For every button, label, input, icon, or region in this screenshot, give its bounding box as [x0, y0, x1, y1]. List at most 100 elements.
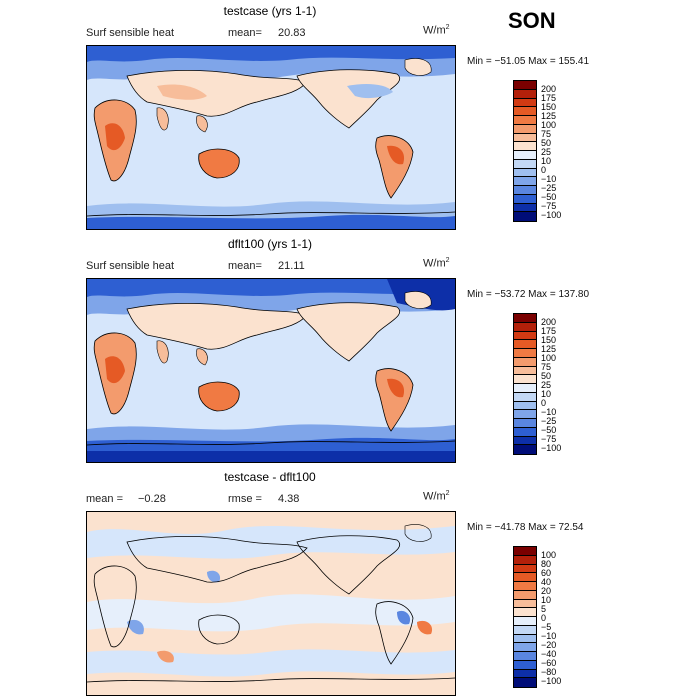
colorbar-tick-label: 5 [541, 604, 547, 614]
colorbar-swatch [514, 660, 536, 670]
colorbar-tick-label: −40 [541, 649, 557, 659]
colorbar-tick-label: −50 [541, 192, 557, 202]
panel3-mean-label: mean = [86, 493, 123, 505]
colorbar-swatch [514, 314, 536, 323]
colorbar-swatch [514, 547, 536, 556]
colorbar-tick-label: −20 [541, 640, 557, 650]
colorbar-tick-label: 0 [541, 398, 547, 408]
colorbar-swatch [514, 322, 536, 332]
colorbar-swatch [514, 590, 536, 600]
panel1-field-label: Surf sensible heat [86, 27, 175, 39]
colorbar-swatch [514, 384, 536, 393]
colorbar-swatch [514, 151, 536, 160]
colorbar-swatch [514, 168, 536, 178]
colorbar-tick-label: 60 [541, 568, 552, 578]
colorbar-swatch [514, 599, 536, 609]
panel3-map [86, 511, 456, 696]
colorbar-tick-label: 125 [541, 344, 557, 354]
colorbar-tick-label: 200 [541, 84, 557, 94]
colorbar-tick-label: −60 [541, 658, 557, 668]
colorbar-swatch [514, 81, 536, 90]
panel2-field-label: Surf sensible heat [86, 260, 175, 272]
colorbar-swatch [514, 445, 536, 454]
colorbar-tick-label: 125 [541, 111, 557, 121]
colorbar-tick-label: −100 [541, 676, 562, 686]
colorbar-swatch [514, 142, 536, 151]
colorbar-tick-label: 100 [541, 550, 557, 560]
colorbar-tick-label: 150 [541, 102, 557, 112]
colorbar-swatch [514, 582, 536, 591]
colorbar-tick-label: 10 [541, 595, 552, 605]
panel2-title: dflt100 (yrs 1-1) [227, 237, 313, 251]
colorbar-tick-label: 50 [541, 371, 552, 381]
panel3-colorbar [513, 546, 537, 688]
colorbar-tick-label: 10 [541, 156, 552, 166]
colorbar-tick-label: 75 [541, 129, 552, 139]
colorbar-swatch [514, 419, 536, 428]
season-label: SON [508, 8, 556, 33]
panel1-minmax: Min = −51.05 Max = 155.41 [467, 56, 590, 67]
colorbar-tick-label: −25 [541, 416, 557, 426]
colorbar-tick-label: 25 [541, 147, 552, 157]
colorbar-swatch [514, 608, 536, 617]
colorbar-swatch [514, 643, 536, 652]
colorbar-swatch [514, 159, 536, 169]
colorbar-swatch [514, 194, 536, 204]
panel3-mean-value: −0.28 [138, 493, 166, 505]
colorbar-swatch [514, 98, 536, 108]
colorbar-tick-label: −100 [541, 210, 562, 220]
colorbar-swatch [514, 617, 536, 626]
panel2-mean-label: mean= [228, 260, 262, 272]
panel1-colorbar-labels: 200 175 150 125 100 75 50 25 10 0 −10 −25 −50 −75 −100 [541, 85, 561, 220]
colorbar-swatch [514, 436, 536, 446]
colorbar-tick-label: 75 [541, 362, 552, 372]
colorbar-tick-label: 50 [541, 138, 552, 148]
colorbar-swatch [514, 349, 536, 358]
colorbar-tick-label: 25 [541, 380, 552, 390]
panel3-colorbar-swatches [513, 546, 537, 688]
colorbar-tick-label: 80 [541, 559, 552, 569]
colorbar-swatch [514, 340, 536, 349]
colorbar-tick-label: −5 [541, 622, 552, 632]
colorbar-swatch [514, 652, 536, 661]
colorbar-tick-label: 200 [541, 317, 557, 327]
colorbar-tick-label: −75 [541, 434, 557, 444]
colorbar-tick-label: 0 [541, 165, 547, 175]
panel2-units: W/m2 [423, 257, 450, 270]
colorbar-swatch [514, 427, 536, 437]
colorbar-tick-label: 0 [541, 613, 547, 623]
colorbar-swatch [514, 678, 536, 687]
panel2-colorbar-labels: 200 175 150 125 100 75 50 25 10 0 −10 −25 −50 −75 −100 [541, 318, 561, 453]
colorbar-tick-label: 175 [541, 326, 557, 336]
panel1-mean-label: mean= [228, 27, 262, 39]
colorbar-swatch [514, 331, 536, 341]
colorbar-swatch [514, 375, 536, 384]
colorbar-swatch [514, 107, 536, 116]
panel2-minmax: Min = −53.72 Max = 137.80 [467, 289, 590, 300]
colorbar-swatch [514, 573, 536, 582]
colorbar-tick-label: 175 [541, 93, 557, 103]
panel3-title: testcase - dflt100 [224, 470, 316, 484]
panel3-minmax: Min = −41.78 Max = 72.54 [467, 522, 584, 533]
panel3-rmse-label: rmse = [228, 493, 262, 505]
panel1-map [86, 45, 456, 230]
panel3-colorbar-labels: 100 80 60 40 20 10 5 0 −5 −10 −20 −40 −60 −80 −100 [541, 551, 561, 686]
colorbar-tick-label: 150 [541, 335, 557, 345]
colorbar-swatch [514, 392, 536, 402]
colorbar-tick-label: −80 [541, 667, 557, 677]
colorbar-swatch [514, 203, 536, 213]
panel1-colorbar [513, 80, 537, 222]
panel1-title: testcase (yrs 1-1) [223, 4, 317, 18]
colorbar-swatch [514, 357, 536, 367]
colorbar-swatch [514, 133, 536, 143]
colorbar-tick-label: −10 [541, 174, 557, 184]
colorbar-tick-label: −25 [541, 183, 557, 193]
panel2-mean-value: 21.11 [278, 260, 305, 272]
colorbar-tick-label: 40 [541, 577, 552, 587]
colorbar-swatch [514, 212, 536, 221]
panel2-colorbar [513, 313, 537, 455]
colorbar-swatch [514, 410, 536, 419]
colorbar-tick-label: −100 [541, 443, 562, 453]
colorbar-swatch [514, 555, 536, 565]
panel3-rmse-value: 4.38 [278, 493, 300, 505]
